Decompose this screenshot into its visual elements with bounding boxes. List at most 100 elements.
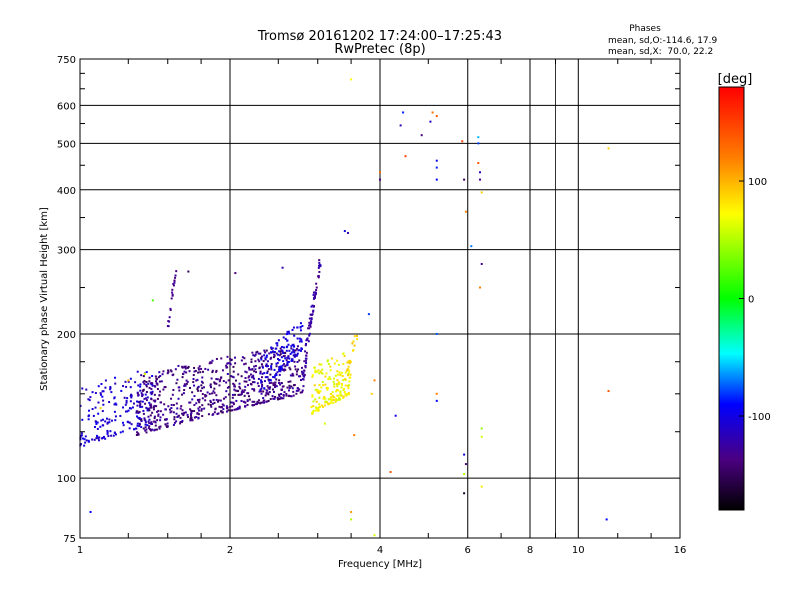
data-point: [327, 363, 330, 366]
data-point: [97, 412, 100, 415]
data-point: [192, 381, 195, 384]
data-point: [286, 356, 289, 359]
chart-subtitle: RwPretec (8p): [334, 42, 425, 57]
data-point: [172, 373, 175, 376]
data-point: [98, 436, 101, 439]
data-point: [209, 399, 212, 402]
data-point: [258, 366, 261, 369]
data-point: [192, 374, 195, 377]
data-point: [182, 414, 185, 417]
data-point: [287, 355, 290, 358]
data-point: [477, 142, 480, 145]
data-point: [245, 380, 248, 383]
data-point: [389, 471, 392, 474]
data-point: [188, 401, 191, 404]
data-point: [200, 384, 203, 387]
data-point: [254, 364, 257, 367]
data-point: [254, 403, 257, 406]
data-point: [290, 345, 293, 348]
data-point: [289, 380, 292, 383]
colorbar-tick-label: 100: [748, 177, 767, 188]
data-point: [130, 396, 133, 399]
data-point: [198, 368, 201, 371]
data-point: [141, 393, 144, 396]
data-point: [197, 389, 200, 392]
data-point: [241, 356, 244, 359]
data-point: [304, 365, 307, 368]
data-point: [402, 111, 405, 114]
data-point: [321, 406, 324, 409]
data-point: [298, 359, 301, 362]
data-point: [172, 423, 175, 426]
data-point: [280, 393, 283, 396]
data-point: [336, 370, 339, 373]
data-point: [112, 434, 115, 437]
data-point: [125, 385, 128, 388]
data-point: [283, 369, 286, 372]
y-tick-label: 100: [57, 474, 76, 485]
data-point: [211, 359, 214, 362]
data-point: [240, 399, 243, 402]
data-point: [160, 380, 163, 383]
data-point: [88, 399, 91, 402]
data-point: [154, 375, 157, 378]
data-point: [343, 391, 346, 394]
data-point: [124, 403, 127, 406]
data-point: [151, 411, 154, 414]
data-point: [298, 349, 301, 352]
data-point: [113, 403, 116, 406]
data-point: [138, 410, 141, 413]
data-point: [109, 388, 112, 391]
data-point: [101, 424, 104, 427]
data-point: [251, 351, 254, 354]
data-point: [157, 413, 160, 416]
data-point: [197, 413, 200, 416]
data-point: [147, 382, 150, 385]
data-point: [100, 437, 103, 440]
data-point: [271, 395, 274, 398]
data-point: [142, 412, 145, 415]
data-point: [164, 408, 167, 411]
data-point: [284, 337, 287, 340]
data-point: [404, 155, 407, 158]
data-point: [144, 393, 147, 396]
data-point: [225, 381, 228, 384]
data-point: [149, 414, 152, 417]
data-point: [479, 178, 482, 181]
data-point: [150, 404, 153, 407]
data-point: [212, 413, 215, 416]
data-point: [312, 409, 315, 412]
data-point: [277, 398, 280, 401]
data-point: [263, 387, 266, 390]
data-point: [277, 382, 280, 385]
data-point: [274, 347, 277, 350]
data-point: [293, 349, 296, 352]
data-point: [310, 320, 313, 323]
data-point: [303, 360, 306, 363]
data-point: [270, 366, 273, 369]
data-point: [246, 400, 249, 403]
data-point: [305, 362, 308, 365]
data-point: [143, 379, 146, 382]
data-point: [232, 401, 235, 404]
data-point: [85, 439, 88, 442]
data-point: [261, 383, 264, 386]
data-point: [276, 342, 279, 345]
data-point: [226, 355, 229, 358]
data-point: [345, 369, 348, 372]
data-point: [337, 394, 340, 397]
data-point: [315, 289, 318, 292]
data-point: [231, 405, 234, 408]
data-point: [126, 397, 129, 400]
data-point: [300, 338, 303, 341]
data-point: [265, 354, 268, 357]
data-point: [172, 389, 175, 392]
data-point: [292, 354, 295, 357]
data-point: [311, 375, 314, 378]
data-point: [317, 389, 320, 392]
data-point: [162, 370, 165, 373]
data-point: [97, 385, 100, 388]
data-point: [301, 389, 304, 392]
data-point: [187, 415, 190, 418]
data-point: [278, 395, 281, 398]
